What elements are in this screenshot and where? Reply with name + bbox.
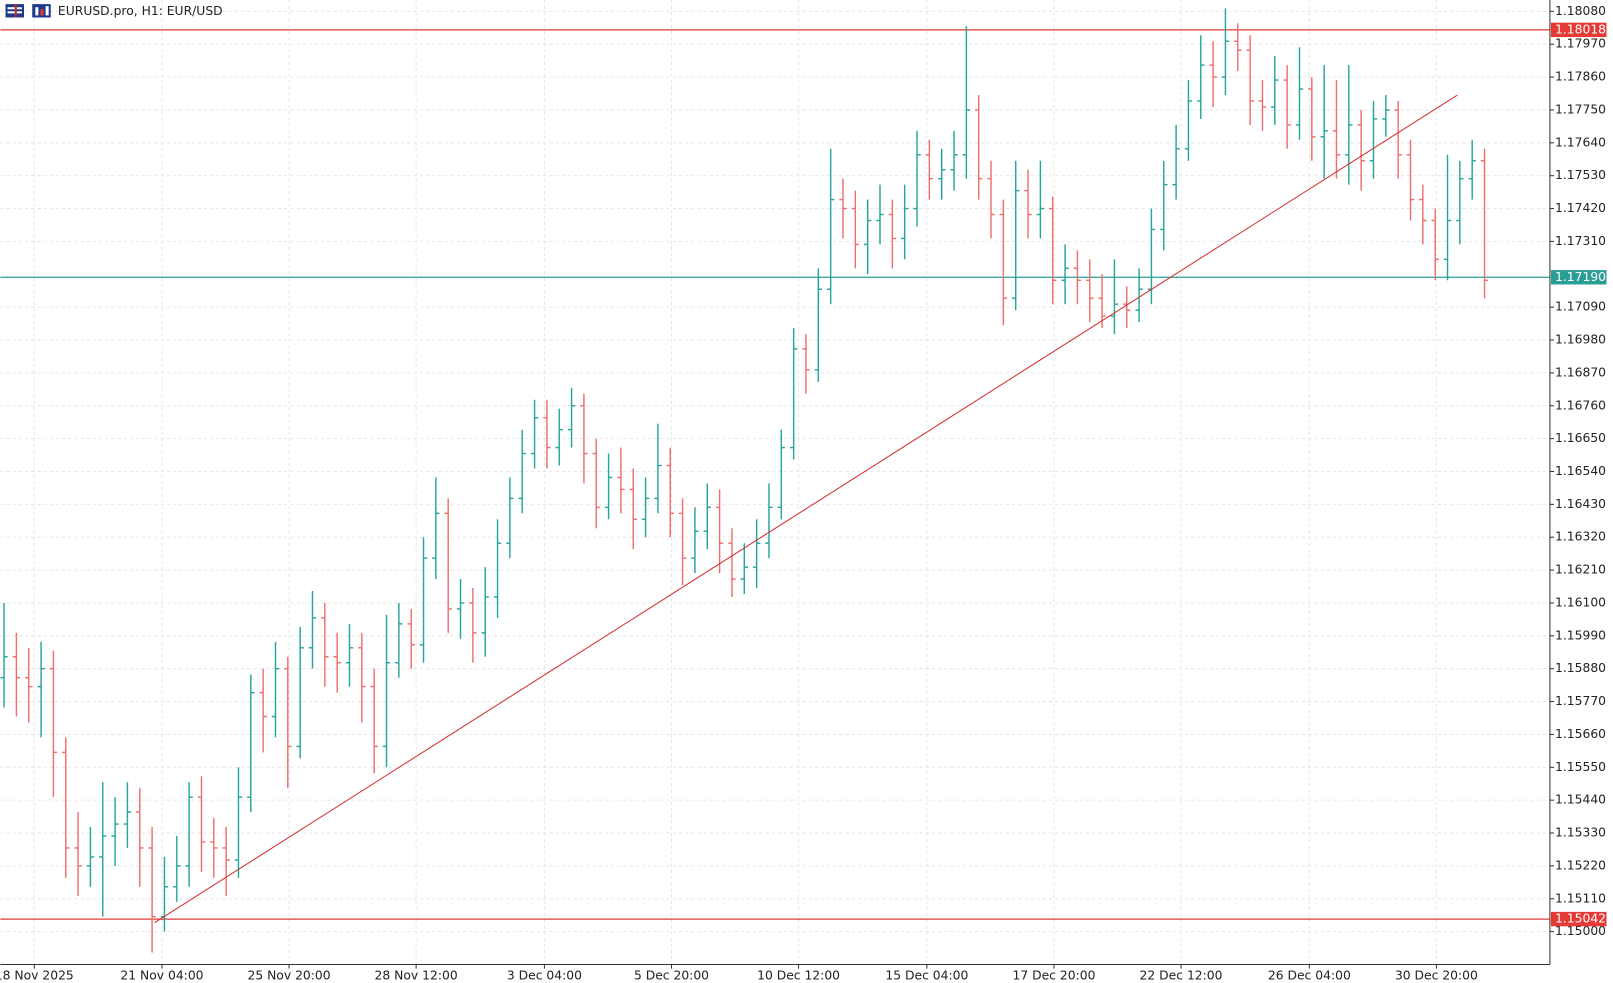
y-tick-label: 1.15770 [1555,694,1606,708]
y-tick-label: 1.15660 [1555,727,1606,741]
x-tick-label: 3 Dec 04:00 [507,968,582,982]
x-tick-label: 25 Nov 20:00 [247,968,330,982]
price-level-label: 1.15042 [1555,912,1606,926]
y-tick-label: 1.15220 [1555,858,1606,872]
y-tick-label: 1.17530 [1555,168,1606,182]
axes: 1.18080 1.17970 1.17860 1.17750 1.17640 1.175… [0,4,1607,982]
x-tick-label: 22 Dec 12:00 [1140,968,1223,982]
flag-icon [5,4,25,18]
price-level-tag [1550,270,1607,285]
y-tick-label: 1.15000 [1555,924,1606,938]
x-tick-label: 28 Nov 12:00 [375,968,458,982]
price-level-tag [1550,911,1607,927]
x-tick-label: 5 Dec 20:00 [634,968,709,982]
y-tick-label: 1.17750 [1555,102,1606,116]
levels [0,29,1550,920]
y-tick-label: 1.15110 [1555,891,1606,905]
y-tick-label: 1.16210 [1555,563,1606,577]
x-tick-label: 17 Dec 20:00 [1013,968,1096,982]
y-tick-label: 1.17640 [1555,135,1606,149]
x-tick-label: 10 Dec 12:00 [757,968,840,982]
y-tick-label: 1.17970 [1555,37,1606,51]
y-tick-label: 1.17310 [1555,234,1606,248]
y-tick-label: 1.16980 [1555,333,1606,347]
bars [0,8,1489,953]
y-tick-label: 1.18080 [1555,4,1606,18]
y-tick-label: 1.15990 [1555,628,1606,642]
y-tick-label: 1.15880 [1555,661,1606,675]
x-tick-label: 18 Nov 2025 [0,968,74,982]
y-tick-label: 1.17090 [1555,300,1606,314]
y-tick-label: 1.16650 [1555,431,1606,445]
x-tick-label: 15 Dec 04:00 [885,968,968,982]
chart-title: EURUSD.pro, H1: EUR/USD [58,4,223,18]
y-tick-label: 1.17860 [1555,70,1606,84]
overlay [154,94,1458,924]
y-tick-label: 1.16760 [1555,398,1606,412]
grid [0,0,1550,965]
y-tick-label: 1.16430 [1555,497,1606,511]
header: EURUSD.pro, H1: EUR/USD [5,4,223,18]
x-tick-label: 21 Nov 04:00 [120,968,203,982]
y-tick-label: 1.15330 [1555,826,1606,840]
y-tick-label: 1.17420 [1555,201,1606,215]
trend-line [154,94,1458,924]
y-tick-label: 1.16320 [1555,530,1606,544]
price-level-label: 1.18018 [1555,22,1606,36]
x-tick-label: 26 Dec 04:00 [1268,968,1351,982]
y-tick-label: 1.15550 [1555,760,1606,774]
y-tick-label: 1.16870 [1555,365,1606,379]
price-level-label: 1.17190 [1555,270,1606,284]
y-tick-label: 1.16100 [1555,595,1606,609]
y-tick-label: 1.15440 [1555,793,1606,807]
chart-icon [32,4,51,18]
price-level-tag [1550,22,1607,38]
x-tick-label: 30 Dec 20:00 [1395,968,1478,982]
y-tick-label: 1.16540 [1555,464,1606,478]
